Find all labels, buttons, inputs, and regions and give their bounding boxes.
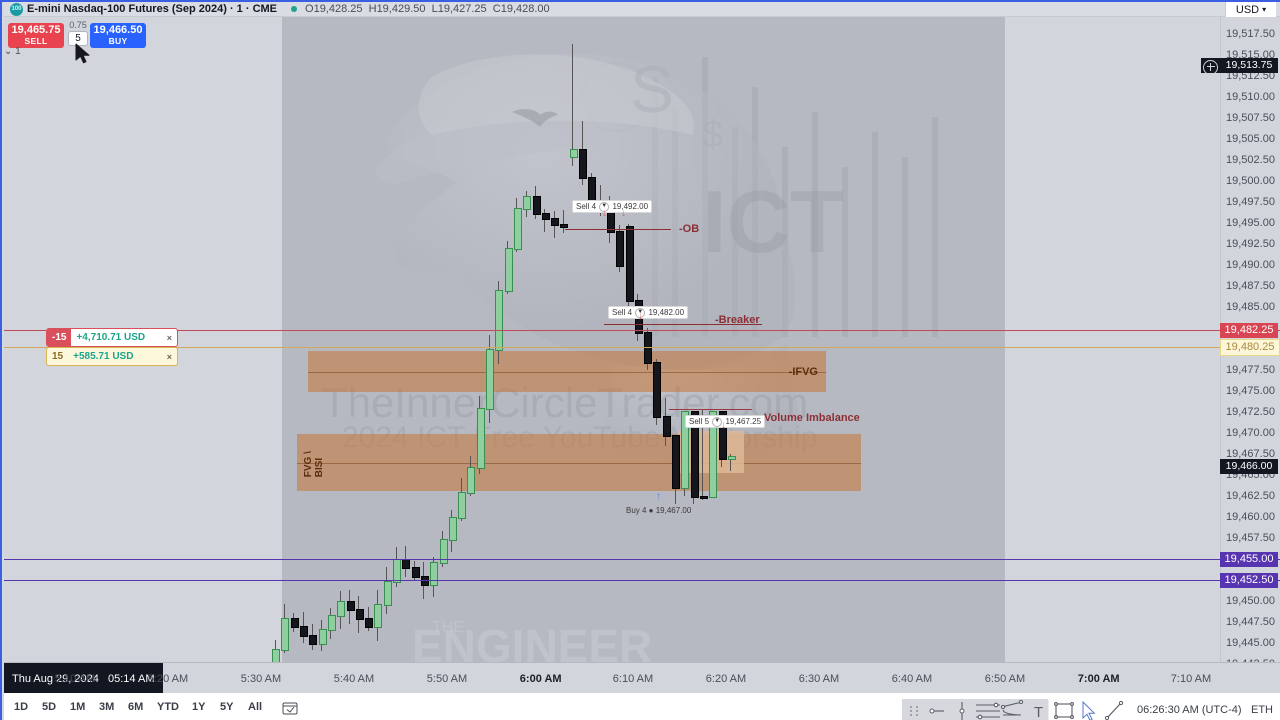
svg-text:T: T	[1034, 704, 1043, 720]
